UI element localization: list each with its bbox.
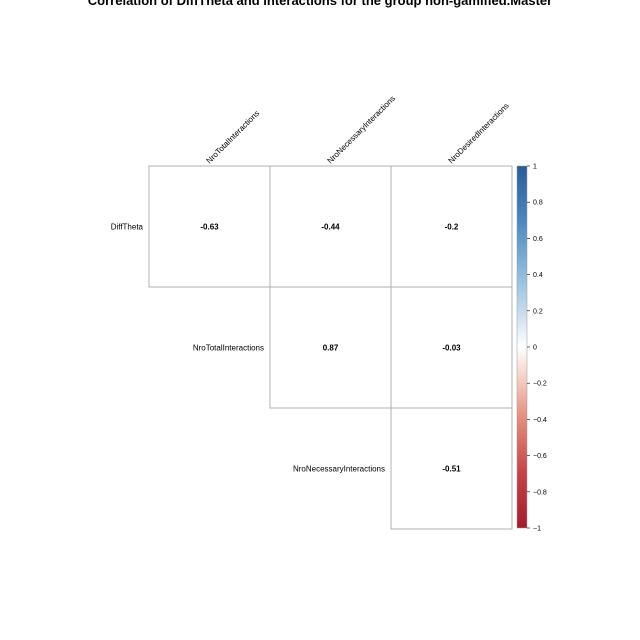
colorbar-tick-label: 0.8 [533,200,543,207]
correlation-cell: -0.03 [390,286,513,409]
column-labels: NroTotalInteractions NroNecessaryInteract… [205,94,511,165]
cell-border [269,165,392,288]
row-labels: DiffTheta NroTotalInteractions NroNecessar… [111,223,385,474]
correlation-cell: 0.87 [269,286,392,409]
correlation-cell: -0.63 [148,165,271,288]
colorbar-tick-label: 0 [533,345,537,352]
colorbar-gradient [517,166,527,528]
colorbar-tick-label: −0.8 [533,489,547,496]
colorbar-ticks: 1 0.8 0.6 0.4 0.2 0 −0.2 −0.4 −0.6 −0.8 −1 [527,164,547,533]
cell-border [390,407,513,530]
colorbar-tick-label: 0.4 [533,272,543,279]
colorbar [516,165,528,529]
cell-value-label: -0.51 [442,465,461,474]
column-label: NroNecessaryInteractions [326,94,397,165]
row-label: NroTotalInteractions [193,344,264,353]
cell-value-label: -0.2 [445,223,459,232]
correlation-cells: -0.63 -0.44 -0.2 0.87 -0.03 -0.51 [148,165,513,530]
colorbar-tick-label: 0.2 [533,308,543,315]
cell-value-label: -0.44 [321,223,340,232]
colorbar-tick-label: −0.2 [533,381,547,388]
column-label: NroTotalInteractions [205,109,262,166]
colorbar-tick-label: −0.6 [533,453,547,460]
colorbar-tick-label: −1 [533,526,541,533]
correlation-cell: -0.2 [390,165,513,288]
cell-border [148,165,271,288]
correlation-cell: -0.51 [390,407,513,530]
row-label: NroNecessaryInteractions [293,465,385,474]
colorbar-tick-label: 0.6 [533,236,543,243]
colorbar-tick-label: −0.4 [533,417,547,424]
cell-value-label: -0.03 [442,344,461,353]
correlation-cell: -0.44 [269,165,392,288]
row-label: DiffTheta [111,223,144,232]
cell-value-label: -0.63 [200,223,219,232]
cell-value-label: 0.87 [323,344,339,353]
chart-title: Correlation of DiffTheta and interaction… [88,0,552,8]
column-label: NroDesiredInteractions [447,101,511,165]
colorbar-tick-label: 1 [533,164,537,171]
